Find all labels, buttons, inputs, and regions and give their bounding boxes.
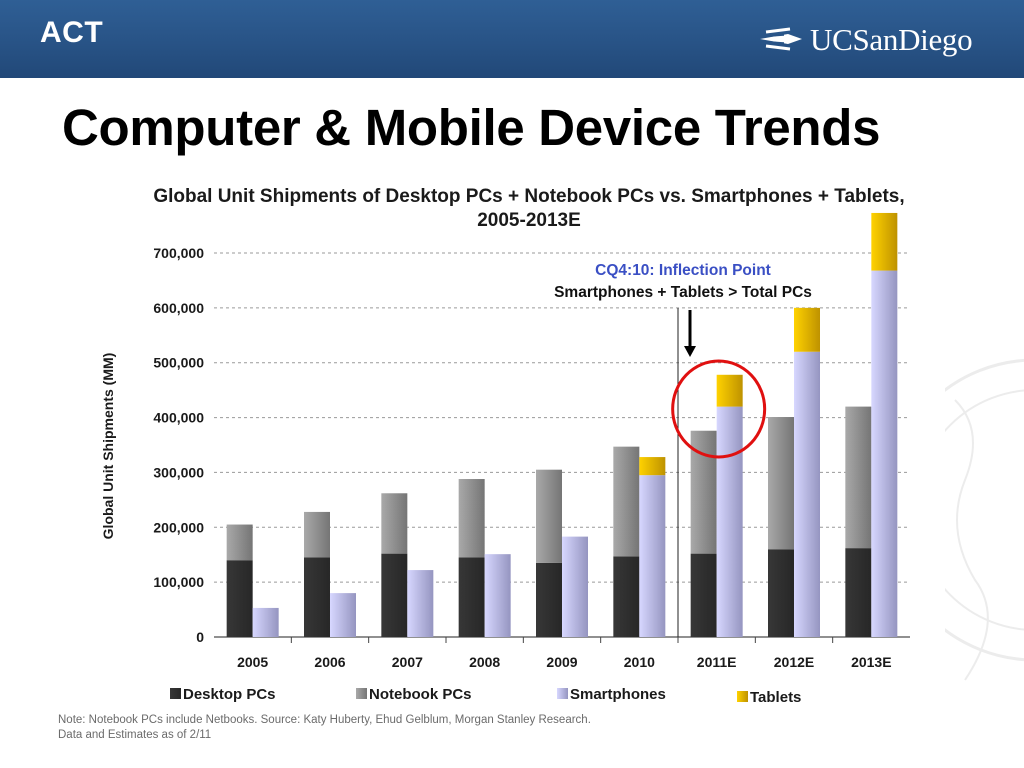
bar-tablets-2013e	[871, 212, 898, 271]
chart-title-line2: 2005-2013E	[477, 210, 581, 231]
bar-smartphones-2012e	[794, 351, 820, 637]
chart-title-line1: Global Unit Shipments of Desktop PCs + N…	[153, 186, 905, 207]
y-axis-label: Global Unit Shipments (MM)	[100, 353, 116, 540]
bar-desktop-pcs-2011e	[690, 553, 717, 637]
bar-notebook-pcs-2006	[304, 511, 330, 558]
y-tick-label: 300,000	[153, 464, 204, 480]
bar-notebook-pcs-2010	[613, 446, 640, 557]
x-tick-label: 2011E	[697, 654, 737, 670]
bar-smartphones-2006	[330, 593, 356, 637]
legend-label-notebook-pcs: Notebook PCs	[369, 686, 472, 703]
y-tick-label: 100,000	[153, 574, 204, 590]
legend-label-smartphones: Smartphones	[570, 686, 666, 703]
bar-tablets-2011e	[716, 374, 743, 407]
y-tick-label: 0	[196, 629, 204, 645]
x-tick-label: 2012E	[774, 654, 814, 670]
y-tick-label: 200,000	[153, 519, 204, 535]
x-tick-label: 2010	[624, 654, 655, 670]
legend-label-desktop-pcs: Desktop PCs	[183, 686, 276, 703]
bar-notebook-pcs-2007	[381, 493, 408, 554]
header-label: ACT	[40, 16, 104, 49]
legend-swatch-notebook-pcs	[356, 688, 367, 699]
bar-smartphones-2009	[562, 536, 588, 637]
bar-notebook-pcs-2013e	[845, 406, 872, 549]
y-tick-label: 400,000	[153, 410, 204, 426]
bar-smartphones-2008	[484, 554, 511, 637]
x-tick-label: 2013E	[851, 654, 891, 670]
bar-smartphones-2013e	[871, 270, 898, 637]
x-tick-label: 2009	[546, 654, 577, 670]
legend-label-tablets: Tablets	[750, 689, 801, 706]
legend-swatch-smartphones	[557, 688, 568, 699]
bar-smartphones-2010	[639, 475, 666, 637]
annotation-line2: Smartphones + Tablets > Total PCs	[554, 284, 812, 301]
header-bar: ACT UCSanDiego	[0, 0, 1024, 78]
x-tick-label: 2005	[237, 654, 268, 670]
slide-title: Computer & Mobile Device Trends	[62, 99, 881, 156]
y-tick-label: 700,000	[153, 245, 204, 261]
data-date-note: Data and Estimates as of 2/11	[58, 729, 212, 741]
x-tick-label: 2007	[392, 654, 423, 670]
bar-smartphones-2011e	[716, 406, 743, 637]
bar-notebook-pcs-2005	[226, 524, 253, 561]
ucsandiego-logo: UCSanDiego	[758, 22, 973, 58]
seal-watermark	[945, 358, 1024, 681]
triton-icon	[760, 27, 802, 51]
y-tick-label: 500,000	[153, 355, 204, 371]
bar-desktop-pcs-2009	[536, 562, 562, 637]
legend-swatch-desktop-pcs	[170, 688, 181, 699]
bar-smartphones-2007	[407, 570, 434, 637]
highlight-circle	[671, 359, 767, 459]
source-note: Note: Notebook PCs include Netbooks. Sou…	[58, 714, 591, 726]
annotation-line1: CQ4:10: Inflection Point	[595, 262, 771, 279]
logo-text: UCSanDiego	[810, 22, 973, 57]
x-tick-label: 2008	[469, 654, 500, 670]
bar-smartphones-2005	[252, 607, 279, 637]
inflection-arrow-head	[684, 346, 696, 357]
bar-tablets-2010	[639, 457, 666, 476]
bar-desktop-pcs-2013e	[845, 548, 872, 637]
bar-notebook-pcs-2008	[458, 479, 485, 558]
bar-desktop-pcs-2010	[613, 556, 640, 637]
bar-tablets-2012e	[794, 307, 820, 352]
bar-desktop-pcs-2006	[304, 557, 330, 637]
bar-notebook-pcs-2009	[536, 469, 562, 563]
bar-notebook-pcs-2012e	[768, 417, 794, 550]
legend-swatch-tablets	[737, 691, 748, 702]
bar-desktop-pcs-2012e	[768, 549, 794, 637]
x-tick-label: 2006	[314, 654, 345, 670]
y-tick-label: 600,000	[153, 300, 204, 316]
bar-desktop-pcs-2005	[226, 560, 253, 637]
bar-desktop-pcs-2008	[458, 557, 485, 637]
bar-desktop-pcs-2007	[381, 553, 408, 637]
